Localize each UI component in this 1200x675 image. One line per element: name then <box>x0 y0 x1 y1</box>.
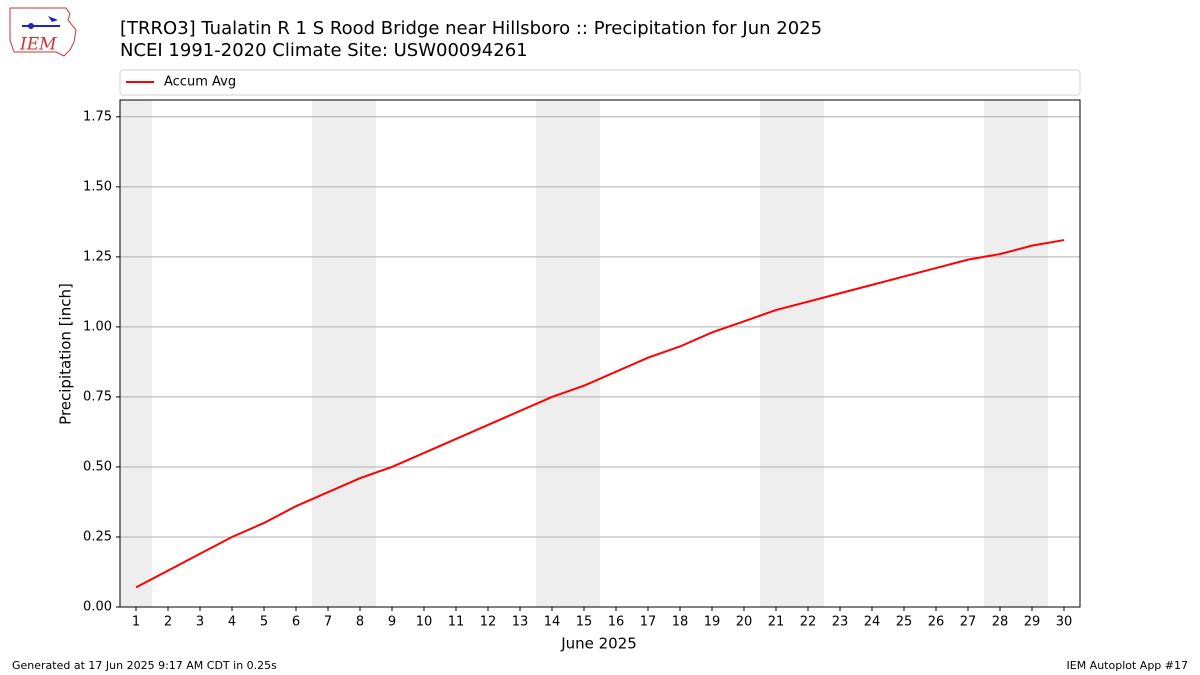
x-tick-label: 30 <box>1056 615 1073 630</box>
footer-right: IEM Autoplot App #17 <box>1067 659 1189 672</box>
x-tick-label: 23 <box>832 615 849 630</box>
x-tick-label: 14 <box>544 615 561 630</box>
y-axis-label: Precipitation [inch] <box>57 283 75 425</box>
x-tick-label: 15 <box>576 615 593 630</box>
x-tick-label: 26 <box>928 615 945 630</box>
x-tick-label: 1 <box>132 615 140 630</box>
y-tick-label: 0.25 <box>83 529 112 544</box>
y-tick-label: 0.50 <box>83 459 112 474</box>
y-tick-label: 1.00 <box>83 319 112 334</box>
y-tick-label: 1.75 <box>83 109 112 124</box>
x-tick-label: 20 <box>736 615 753 630</box>
x-tick-label: 16 <box>608 615 625 630</box>
legend-box <box>119 69 1081 96</box>
x-tick-label: 21 <box>768 615 785 630</box>
chart-subtitle: NCEI 1991-2020 Climate Site: USW00094261 <box>120 40 528 61</box>
x-tick-label: 22 <box>800 615 817 630</box>
x-tick-label: 8 <box>356 615 364 630</box>
x-tick-label: 4 <box>228 615 236 630</box>
logo: IEM <box>9 7 77 57</box>
plot-frame <box>119 99 1081 608</box>
y-tick-label: 1.25 <box>83 249 112 264</box>
x-tick-label: 28 <box>992 615 1009 630</box>
x-tick-label: 17 <box>640 615 657 630</box>
weekend-band <box>312 100 344 607</box>
x-tick-label: 18 <box>672 615 689 630</box>
x-axis-label: June 2025 <box>560 635 637 653</box>
x-tick-label: 10 <box>416 615 433 630</box>
legend-label: Accum Avg <box>164 75 236 90</box>
x-tick-label: 5 <box>260 615 268 630</box>
x-tick-label: 12 <box>480 615 497 630</box>
x-tick-label: 29 <box>1024 615 1041 630</box>
y-tick-label: 0.00 <box>83 600 112 615</box>
weekend-band <box>760 100 792 607</box>
x-tick-label: 27 <box>960 615 977 630</box>
x-tick-label: 11 <box>448 615 465 630</box>
weekend-band <box>120 100 152 607</box>
x-tick-label: 19 <box>704 615 721 630</box>
weekend-band <box>1016 100 1048 607</box>
footer-left: Generated at 17 Jun 2025 9:17 AM CDT in … <box>12 659 277 672</box>
x-tick-label: 13 <box>512 615 529 630</box>
x-tick-label: 6 <box>292 615 300 630</box>
x-tick-label: 7 <box>324 615 332 630</box>
x-tick-label: 2 <box>164 615 172 630</box>
chart-title: [TRRO3] Tualatin R 1 S Rood Bridge near … <box>120 18 822 39</box>
weekend-band <box>536 100 568 607</box>
weekend-band <box>984 100 1016 607</box>
weekend-band <box>568 100 600 607</box>
series-line <box>135 239 1065 589</box>
weekend-band <box>792 100 824 607</box>
weekend-band <box>344 100 376 607</box>
logo-text: IEM <box>19 35 57 55</box>
y-tick-label: 1.50 <box>83 179 112 194</box>
x-tick-label: 9 <box>388 615 396 630</box>
x-tick-label: 25 <box>896 615 913 630</box>
x-tick-label: 24 <box>864 615 881 630</box>
x-tick-label: 3 <box>196 615 204 630</box>
y-tick-label: 0.75 <box>83 389 112 404</box>
